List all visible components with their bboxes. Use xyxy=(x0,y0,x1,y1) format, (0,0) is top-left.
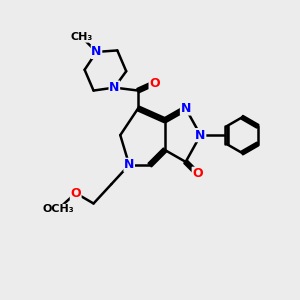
Text: N: N xyxy=(91,45,102,58)
Text: N: N xyxy=(109,81,119,94)
Text: N: N xyxy=(181,102,191,115)
Text: OCH₃: OCH₃ xyxy=(42,204,74,214)
Text: O: O xyxy=(149,76,160,90)
Text: CH₃: CH₃ xyxy=(70,32,93,42)
Text: O: O xyxy=(70,187,81,200)
Text: N: N xyxy=(124,158,134,171)
Text: N: N xyxy=(195,129,206,142)
Text: O: O xyxy=(192,167,203,180)
